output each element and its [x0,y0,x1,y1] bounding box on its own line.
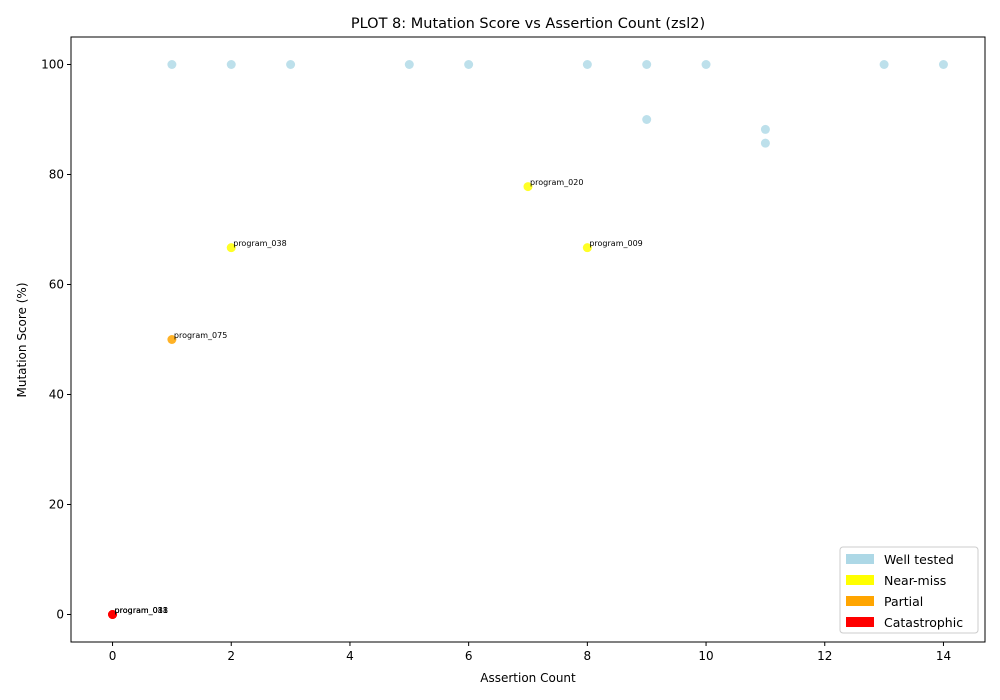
x-axis-ticks: 0 2 4 6 8 10 12 14 [109,642,951,663]
y-tick-label: 100 [41,58,64,72]
data-point [404,60,414,69]
legend-label: Near-miss [884,573,946,588]
y-tick-label: 80 [49,168,64,182]
x-tick-label: 12 [817,649,832,663]
legend-label: Catastrophic [884,615,963,630]
y-tick-label: 20 [49,498,64,512]
legend-swatch [846,554,874,564]
data-point [582,60,592,69]
plot-frame [70,36,986,643]
chart-title: PLOT 8: Mutation Score vs Assertion Coun… [351,16,705,32]
legend-label: Well tested [884,552,954,567]
point-label: program_088 [115,606,168,615]
y-axis-title: Mutation Score (%) [15,282,29,397]
data-point [226,243,236,253]
data-point [938,60,948,69]
data-point [582,243,592,253]
data-point [701,60,711,69]
data-point [167,60,177,69]
legend: Well tested Near-miss Partial Catastrophic [839,546,979,634]
y-tick-label: 60 [49,278,64,292]
x-tick-label: 6 [465,649,473,663]
data-point [760,124,770,134]
point-label: program_011 [115,606,168,615]
y-axis-ticks: 0 20 40 60 80 100 [41,58,71,622]
data-point [286,60,296,69]
y-tick-label: 0 [56,608,64,622]
x-tick-label: 8 [584,649,592,663]
data-point [760,138,770,148]
x-tick-label: 14 [936,649,951,663]
x-tick-label: 10 [698,649,713,663]
data-point [167,335,177,344]
legend-box [839,546,979,634]
x-tick-label: 2 [227,649,235,663]
point-label: program_075 [174,331,227,340]
legend-label: Partial [884,594,923,609]
y-tick-label: 40 [49,388,64,402]
data-point [642,115,652,124]
data-point [642,60,652,69]
data-point [879,60,889,69]
point-label: program_038 [233,239,286,248]
data-point [226,60,236,69]
data-point [108,610,118,619]
point-label: program_020 [530,178,583,187]
legend-swatch [846,575,874,585]
legend-swatch [846,617,874,627]
point-label: program_009 [589,239,642,248]
x-axis-title: Assertion Count [480,671,576,685]
point-labels-layer: program_020 program_038 program_009program… [115,178,643,615]
x-tick-label: 0 [109,649,117,663]
data-point [523,182,533,192]
data-point [464,60,474,69]
points-layer [108,60,948,619]
point-label: program_033 [115,606,168,615]
x-tick-label: 4 [346,649,354,663]
legend-swatch [846,596,874,606]
